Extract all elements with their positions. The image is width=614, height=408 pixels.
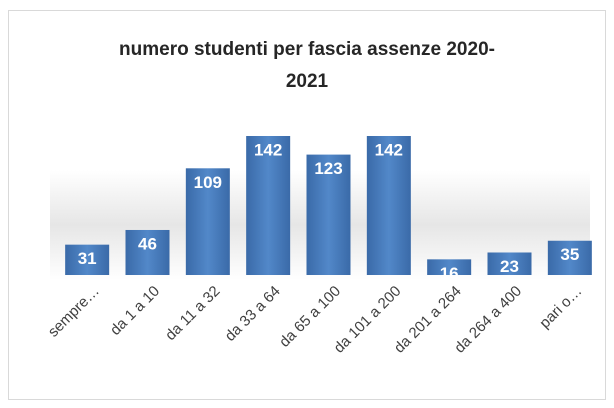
chart-title: numero studenti per fascia assenze 2020-… [119, 39, 495, 92]
data-label: 123 [314, 159, 342, 178]
bar [65, 244, 110, 275]
data-label: 35 [560, 245, 579, 264]
data-label: 142 [375, 140, 403, 159]
bar [246, 136, 291, 275]
bar [185, 168, 230, 275]
bar [306, 154, 351, 275]
data-label: 46 [138, 234, 157, 253]
bar [366, 136, 411, 275]
bar [487, 252, 532, 275]
data-label: 23 [500, 257, 519, 276]
bar [427, 259, 472, 275]
data-label: 142 [254, 140, 282, 159]
data-label: 31 [78, 249, 97, 268]
data-label: 16 [440, 264, 459, 283]
bar [547, 240, 592, 275]
bar [125, 229, 170, 275]
data-label: 109 [194, 173, 222, 192]
